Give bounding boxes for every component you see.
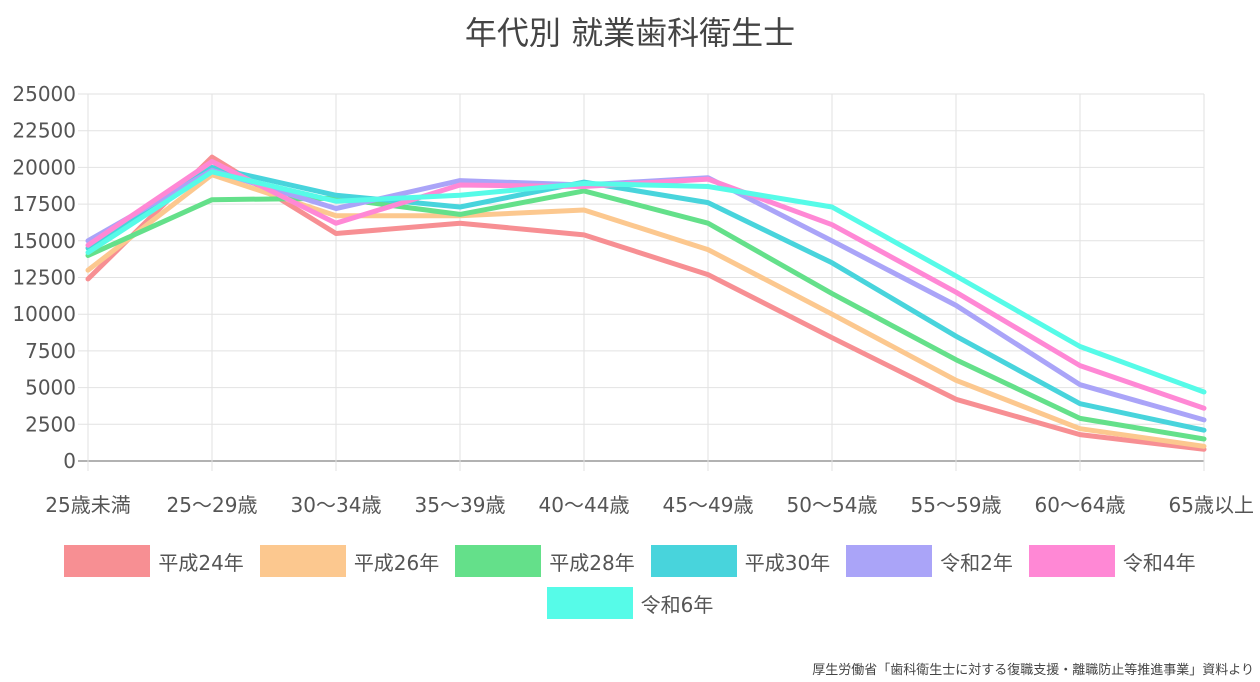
- legend-item[interactable]: 平成30年: [650, 545, 831, 577]
- legend-label: 平成28年: [549, 550, 635, 575]
- x-tick-label: 30〜34歳: [291, 493, 382, 517]
- legend-item[interactable]: 令和6年: [546, 587, 714, 619]
- y-tick-label: 12500: [12, 266, 76, 290]
- legend-item[interactable]: 平成24年: [64, 545, 244, 577]
- x-tick-label: 60〜64歳: [1035, 493, 1126, 517]
- series-lines: [85, 154, 1207, 452]
- x-axis-ticks: 25歳未満 25〜29歳 30〜34歳 35〜39歳 40〜44歳 45〜49歳 50〜54…: [45, 493, 1254, 517]
- y-tick-label: 20000: [12, 155, 76, 179]
- legend-label: 令和4年: [1122, 550, 1196, 575]
- series-line: [85, 172, 1207, 449]
- legend-swatch: [455, 545, 542, 577]
- legend-label: 平成26年: [353, 550, 440, 575]
- legend-swatch: [546, 587, 633, 619]
- legend-item[interactable]: 平成26年: [259, 545, 440, 577]
- y-tick-label: 15000: [12, 229, 76, 253]
- series-line: [85, 169, 1207, 395]
- y-axis-ticks: 0 2500 5000 7500 10000 12500 15000 17500 20000 22…: [12, 82, 76, 473]
- x-tick-label: 55〜59歳: [911, 493, 1002, 517]
- y-tick-label: 5000: [25, 376, 76, 400]
- legend-label: 令和6年: [640, 592, 714, 617]
- y-tick-label: 25000: [12, 82, 76, 106]
- x-tick-label: 25歳未満: [45, 493, 130, 517]
- x-tick-label: 35〜39歳: [415, 493, 506, 517]
- chart-title: 年代別 就業歯科衛生士: [464, 14, 796, 52]
- chart-legend: 平成24年 平成26年 平成28年 平成30年 令和2年 令和4年令和6年: [0, 545, 1260, 619]
- y-tick-label: 17500: [12, 192, 76, 216]
- x-tick-label: 50〜54歳: [787, 493, 878, 517]
- legend-item[interactable]: 令和2年: [846, 545, 1013, 577]
- y-tick-label: 22500: [12, 119, 76, 143]
- x-tick-label: 45〜49歳: [663, 493, 754, 517]
- x-tick-label: 40〜44歳: [539, 493, 630, 517]
- y-tick-label: 0: [63, 449, 76, 473]
- legend-swatch: [1028, 545, 1115, 577]
- legend-item[interactable]: 令和4年: [1028, 545, 1196, 577]
- series-line: [85, 188, 1207, 442]
- legend-swatch: [846, 545, 933, 577]
- line-chart: 0 2500 5000 7500 10000 12500 15000 17500 20000 22…: [12, 82, 1254, 517]
- x-tick-label: 25〜29歳: [167, 493, 258, 517]
- legend-label: 平成30年: [744, 550, 831, 575]
- y-tick-label: 10000: [12, 302, 76, 326]
- legend-swatch: [650, 545, 737, 577]
- legend-swatch: [64, 545, 151, 577]
- legend-label: 平成24年: [158, 550, 244, 575]
- grid-lines: [78, 93, 1205, 471]
- series-line: [85, 164, 1207, 433]
- y-tick-label: 7500: [25, 339, 76, 363]
- source-note: 厚生労働省「歯科衛生士に対する復職支援・離職防止等推進事業」資料より: [812, 663, 1254, 678]
- x-tick-label: 65歳以上: [1169, 493, 1254, 517]
- legend-label: 令和2年: [940, 550, 1013, 575]
- y-tick-label: 2500: [25, 412, 76, 436]
- legend-item[interactable]: 平成28年: [455, 545, 635, 577]
- legend-swatch: [259, 545, 346, 577]
